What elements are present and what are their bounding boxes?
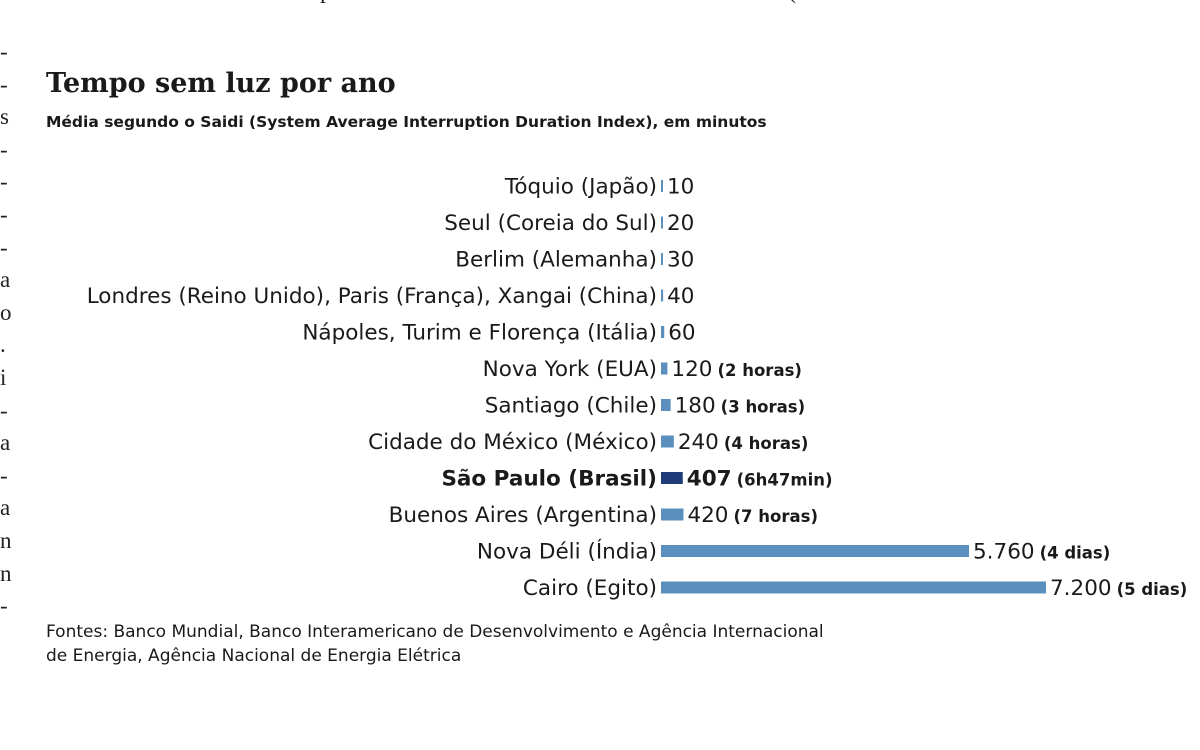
value-label: 60 bbox=[668, 321, 695, 346]
bar bbox=[661, 362, 668, 375]
fragment-char: - bbox=[0, 39, 8, 64]
fragment-char: a bbox=[0, 495, 11, 521]
fragment-char: - bbox=[0, 462, 8, 488]
value-label: 120 bbox=[671, 357, 712, 382]
fragment-char: a bbox=[0, 430, 11, 456]
source-line: de Energia, Agência Nacional de Energia … bbox=[46, 646, 462, 666]
category-label: Nova Déli (Índia) bbox=[477, 539, 657, 565]
value-label: 7.200 bbox=[1050, 576, 1112, 601]
fragment-char: - bbox=[0, 136, 8, 162]
value-note: (5 dias) bbox=[1117, 580, 1188, 599]
category-label: Buenos Aires (Argentina) bbox=[389, 503, 657, 528]
chart-subtitle: Média segundo o Saidi (System Average In… bbox=[46, 113, 767, 131]
bar bbox=[661, 326, 665, 338]
fragment-char: a bbox=[0, 267, 11, 293]
category-label: Santiago (Chile) bbox=[485, 394, 657, 419]
bar-chart: Tóquio (Japão) 10 Seul (Coreia do Sul) 20 Be… bbox=[87, 175, 1188, 602]
value-note: (3 horas) bbox=[721, 398, 805, 417]
bar bbox=[661, 545, 969, 557]
chart-title: Tempo sem luz por ano bbox=[46, 68, 396, 99]
fragment-char: - bbox=[0, 169, 8, 195]
bar bbox=[661, 253, 663, 265]
value-label: 10 bbox=[667, 175, 694, 200]
bar bbox=[661, 508, 684, 521]
value-label: 30 bbox=[667, 248, 694, 273]
category-label: São Paulo (Brasil) bbox=[441, 467, 657, 492]
value-label: 20 bbox=[667, 211, 694, 236]
bar bbox=[661, 289, 664, 302]
value-label: 40 bbox=[667, 284, 694, 309]
value-label: 5.760 bbox=[973, 540, 1035, 565]
value-label: 407 bbox=[687, 467, 732, 492]
category-label: Cidade do México (México) bbox=[368, 430, 657, 455]
value-note: (6h47min) bbox=[737, 471, 833, 490]
category-label: Seul (Coreia do Sul) bbox=[444, 211, 657, 236]
fragment-char: - bbox=[0, 397, 8, 423]
fragment-char: - bbox=[0, 71, 8, 97]
bar bbox=[661, 472, 683, 484]
bar bbox=[661, 435, 674, 448]
source-line: Fontes: Banco Mundial, Banco Interameric… bbox=[46, 622, 824, 642]
value-note: (2 horas) bbox=[717, 361, 801, 380]
value-note: (7 horas) bbox=[734, 507, 818, 526]
fragment-char: - bbox=[0, 593, 8, 619]
category-label: Nova York (EUA) bbox=[483, 357, 657, 382]
fragment-char: n bbox=[0, 527, 12, 553]
value-label: 180 bbox=[675, 394, 716, 419]
category-label: Nápoles, Turim e Florença (Itália) bbox=[302, 321, 657, 346]
category-label: Berlim (Alemanha) bbox=[455, 248, 657, 273]
category-label: Cairo (Egito) bbox=[523, 576, 657, 601]
fragment-char: - bbox=[0, 234, 8, 260]
fragment-char: s bbox=[0, 104, 9, 130]
category-label: Londres (Reino Unido), Paris (França), X… bbox=[87, 284, 657, 309]
fragment-char: . bbox=[0, 332, 6, 358]
bar bbox=[661, 180, 663, 192]
fragment-char: - bbox=[0, 201, 8, 227]
value-note: (4 horas) bbox=[724, 434, 808, 453]
bar bbox=[661, 216, 663, 229]
value-label: 240 bbox=[678, 430, 719, 455]
value-note: (4 dias) bbox=[1040, 544, 1111, 563]
bar bbox=[661, 399, 671, 411]
value-label: 420 bbox=[687, 503, 728, 528]
fragment-char: n bbox=[0, 560, 12, 586]
source-note: Fontes: Banco Mundial, Banco Interameric… bbox=[46, 620, 824, 668]
bar bbox=[661, 581, 1046, 594]
category-label: Tóquio (Japão) bbox=[504, 175, 657, 200]
fragment-char: o bbox=[0, 299, 12, 325]
page-top-fragment: p ( bbox=[320, 0, 796, 5]
fragment-char: i bbox=[0, 364, 7, 390]
